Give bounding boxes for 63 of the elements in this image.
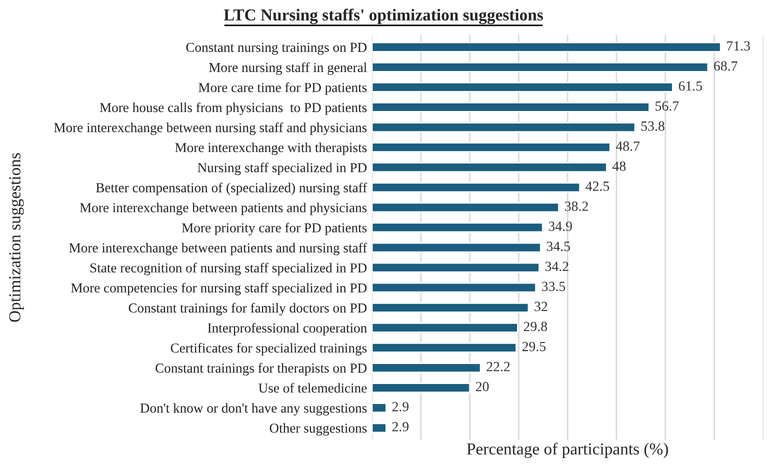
y-tick-label: Constant trainings for family doctors on PD (128, 302, 367, 316)
y-tick-label: More interexchange with therapists (175, 142, 367, 155)
y-tick-label: More interexchange between patients and nursing staff (69, 242, 368, 256)
bar (372, 142, 611, 153)
data-label: 71.3 (727, 41, 750, 51)
y-tick-label: More nursing staff in general (209, 62, 367, 75)
y-tick-label: Constant trainings for therapists on PD (156, 362, 367, 376)
bar (372, 62, 709, 72)
y-tick-label: Constant nursing trainings on PD (186, 42, 367, 55)
data-label: 29.5 (522, 342, 546, 352)
y-tick-label: Use of telemedicine (258, 382, 367, 393)
y-tick-label: More house calls from physicians to PD patients (100, 102, 367, 115)
y-tick-label: Other suggestions (270, 423, 367, 436)
data-label: 38.2 (565, 202, 588, 211)
bar (372, 342, 517, 353)
y-tick-label: Nursing staff specialized in PD (198, 162, 367, 176)
y-axis-title: Optimization suggestions (9, 153, 24, 322)
data-label: 68.7 (714, 61, 738, 71)
bar (372, 242, 542, 253)
x-axis-title: Percentage of participants (%) (466, 442, 668, 458)
y-tick-label: More priority care for PD patients (182, 222, 367, 236)
data-label: 48 (612, 161, 626, 171)
y-tick-label: More interexchange between patients and physicians (80, 202, 367, 216)
bar (372, 262, 540, 273)
data-label: 53.8 (641, 121, 664, 131)
data-label: 56.7 (656, 101, 679, 111)
y-tick-label: Certificates for specialized trainings (170, 342, 367, 356)
data-label: 2.9 (392, 422, 409, 432)
bar (372, 102, 650, 112)
bar (372, 162, 608, 173)
bar (372, 302, 530, 313)
data-label: 61.5 (678, 81, 702, 91)
bar (372, 382, 470, 394)
y-tick-label: More competencies for nursing staff specialized in PD (71, 282, 367, 296)
data-label: 29.8 (524, 322, 548, 332)
y-tick-label: Better compensation of (specialized) nursing staff (96, 182, 368, 196)
data-label: 34.9 (548, 222, 572, 232)
bar (372, 182, 580, 193)
data-label: 20 (476, 382, 489, 392)
data-label: 32 (534, 302, 548, 312)
bar (372, 422, 387, 434)
data-label: 48.7 (616, 141, 640, 151)
bar (372, 282, 536, 293)
y-tick-label: More interexchange between nursing staff and physicians (54, 122, 367, 136)
bar (372, 402, 387, 414)
data-label: 33.5 (542, 282, 566, 292)
bar (372, 42, 722, 52)
data-label: 22.2 (486, 362, 510, 372)
bar (372, 82, 674, 92)
y-tick-label: State recognition of nursing staff specialized in PD (90, 262, 367, 276)
chart-title: LTC Nursing staffs' optimization suggestions (224, 8, 543, 24)
bar (372, 322, 518, 333)
data-label: 42.5 (586, 182, 610, 191)
data-label: 2.9 (392, 402, 409, 412)
y-tick-label: Don't know or don't have any suggestions (140, 403, 367, 416)
data-label: 34.2 (545, 262, 568, 272)
y-tick-label: Interprofessional cooperation (208, 322, 367, 336)
bar (372, 362, 482, 373)
data-label: 34.5 (546, 242, 570, 252)
bar (372, 202, 560, 213)
y-tick-label: More care time for PD patients (198, 82, 367, 95)
bar (372, 122, 636, 132)
bar (372, 222, 544, 233)
